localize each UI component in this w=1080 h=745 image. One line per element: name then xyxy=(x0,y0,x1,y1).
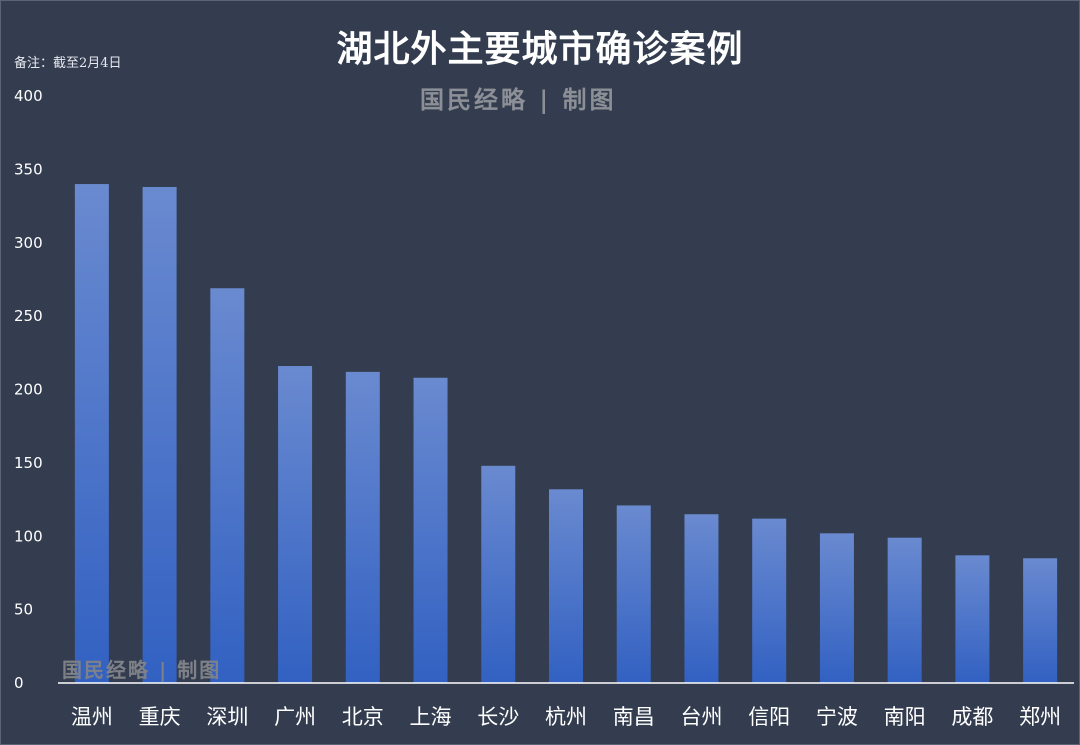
y-tick-label: 350 xyxy=(14,160,43,178)
x-category-label: 广州 xyxy=(274,705,316,729)
y-tick-label: 250 xyxy=(14,307,43,325)
bar-13 xyxy=(887,537,922,683)
y-axis-ticks: 0 50 100 150 200 250 300 350 400 xyxy=(14,87,43,692)
y-tick-label: 150 xyxy=(14,454,43,472)
bar-2 xyxy=(142,186,177,684)
x-category-label: 郑州 xyxy=(1019,705,1061,729)
chart-title: 湖北外主要城市确诊案例 xyxy=(336,29,744,70)
bar-6 xyxy=(413,377,448,683)
bar-8 xyxy=(549,489,583,683)
y-tick-label: 400 xyxy=(14,87,43,105)
y-tick-label: 200 xyxy=(14,381,43,399)
y-tick-label: 300 xyxy=(14,234,43,252)
x-category-label: 北京 xyxy=(342,705,384,729)
bar-11 xyxy=(752,518,787,683)
x-category-label: 宁波 xyxy=(816,705,858,729)
x-category-label: 南昌 xyxy=(613,705,655,729)
bar-12 xyxy=(819,533,854,683)
bar-3 xyxy=(210,288,245,683)
y-tick-label: 0 xyxy=(14,674,24,692)
bar-14 xyxy=(955,555,990,683)
x-category-label: 重庆 xyxy=(139,705,181,729)
x-category-label: 深圳 xyxy=(206,705,248,729)
x-category-label: 南阳 xyxy=(884,705,926,729)
bar-4 xyxy=(278,366,313,683)
watermark-bottom: 国民经略 | 制图 xyxy=(62,658,222,682)
watermark-top: 国民经略 | 制图 xyxy=(420,85,617,114)
bar-7 xyxy=(481,465,516,683)
bar-15 xyxy=(1023,558,1058,683)
y-tick-label: 50 xyxy=(14,601,33,619)
x-category-label: 信阳 xyxy=(748,705,790,729)
y-tick-label: 100 xyxy=(14,527,43,545)
bars xyxy=(74,184,1058,684)
bar-9 xyxy=(616,505,651,683)
x-category-label: 温州 xyxy=(71,705,113,729)
x-category-label: 台州 xyxy=(680,705,722,729)
bar-1 xyxy=(74,184,109,684)
bar-5 xyxy=(345,371,380,683)
x-category-label: 杭州 xyxy=(545,705,587,729)
bar-10 xyxy=(684,514,719,683)
x-category-label: 长沙 xyxy=(477,705,519,729)
x-category-label: 成都 xyxy=(951,705,993,729)
x-axis-labels: 温州 重庆 深圳 广州 北京 上海 长沙 杭州 南昌 台州 信阳 宁波 南阳 成都 郑州 xyxy=(71,705,1061,729)
date-note: 备注：截至2月4日 xyxy=(14,56,122,71)
x-category-label: 上海 xyxy=(410,705,452,729)
